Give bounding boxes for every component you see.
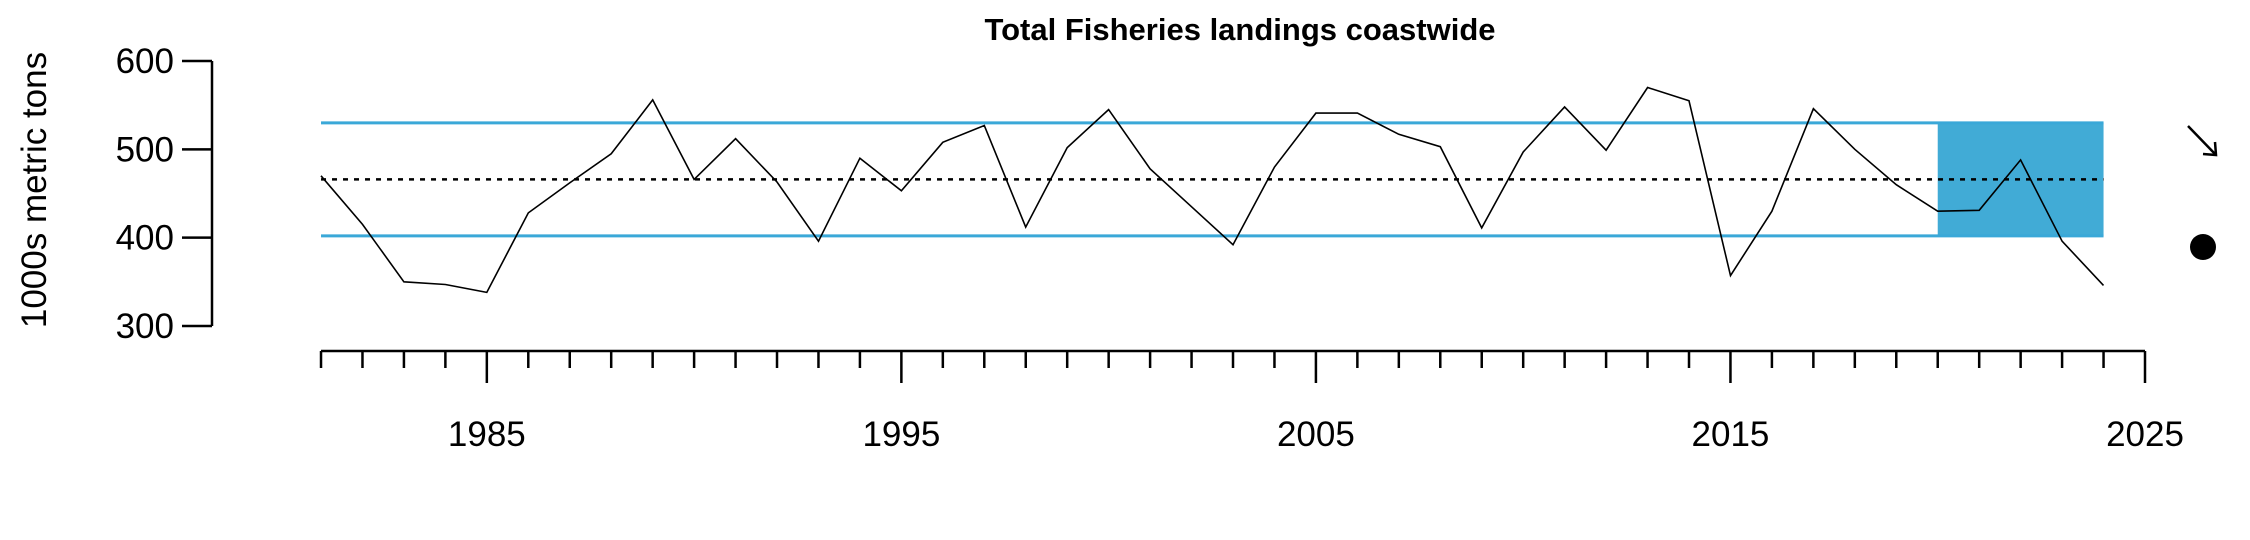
x-tick-label: 2015 [1692,415,1770,454]
series-layer [320,86,2105,294]
x-tick-label: 1985 [448,415,526,454]
reference-lines [321,121,2104,238]
x-tick-label: 2025 [2106,415,2184,454]
y-tick-label: 600 [116,42,174,81]
landings-series-line [320,86,2105,294]
y-axis: 300 400 500 600 [116,42,214,346]
x-axis: 1985 1995 2005 2015 2025 [319,349,2184,454]
y-tick-label: 300 [116,307,174,346]
y-tick-label: 400 [116,219,174,258]
mean-indicator-dot-icon [2190,234,2216,260]
y-axis-title: 1000s metric tons [15,52,54,328]
recent-window-highlight [1937,122,2104,236]
trend-arrow-icon [2187,125,2218,157]
highlight-layer [1937,122,2104,236]
y-tick-label: 500 [116,130,174,169]
x-tick-label: 1995 [862,415,940,454]
chart-title: Total Fisheries landings coastwide [984,12,1495,47]
x-tick-label: 2005 [1277,415,1355,454]
